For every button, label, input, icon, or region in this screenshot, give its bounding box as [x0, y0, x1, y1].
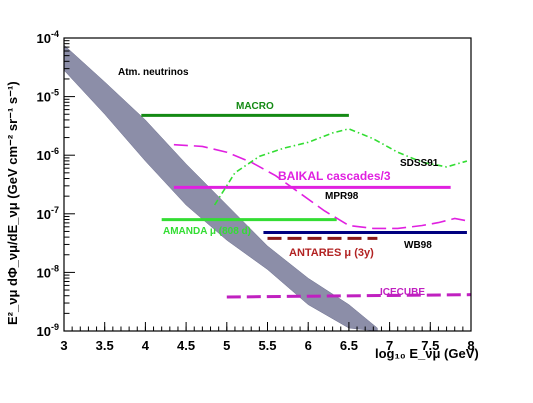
- x-tick-label: 5.5: [258, 338, 276, 353]
- x-tick-label: 3: [60, 338, 67, 353]
- y-tick-label: 10-4: [37, 29, 59, 46]
- x-tick-label: 5: [223, 338, 230, 353]
- series-mpr98: [173, 143, 468, 230]
- x-tick-label: 4.5: [177, 338, 195, 353]
- y-tick-label: 10-6: [37, 146, 59, 163]
- x-tick-label: 3.5: [96, 338, 114, 353]
- label-antares: ANTARES μ (3y): [289, 247, 374, 259]
- y-tick-label: 10-8: [37, 263, 59, 280]
- label-baikal: BAIKAL cascades/3: [278, 169, 391, 183]
- x-tick-label: 8: [467, 338, 474, 353]
- x-tick-label: 6: [305, 338, 312, 353]
- series-sdss91: [213, 127, 468, 206]
- y-tick-label: 10-5: [37, 88, 59, 105]
- y-tick-label: 10-7: [37, 205, 59, 222]
- x-tick-label: 6.5: [340, 338, 358, 353]
- label-mpr98: MPR98: [325, 191, 359, 202]
- label-atm-neutrinos: Atm. neutrinos: [118, 67, 189, 78]
- x-tick-label: 4: [142, 338, 150, 353]
- label-sdss91: SDSS91: [400, 158, 439, 169]
- x-tick-label: 7: [386, 338, 393, 353]
- series-layer: [141, 113, 472, 299]
- label-icecube: ICECUBE: [380, 287, 425, 298]
- label-macro: MACRO: [236, 101, 274, 112]
- x-axis-label: log₁₀ E_νμ (GeV): [375, 346, 479, 361]
- label-wb98: WB98: [404, 240, 432, 251]
- series-icecube: [226, 293, 472, 299]
- x-tick-label: 7.5: [421, 338, 439, 353]
- y-tick-label: 10-9: [37, 322, 59, 339]
- axes-layer: 3 3.5 4 4.5 5 5.5 6 6.5 7 7.5 8 10-9 10-8 10-7 10-6 10-…: [37, 29, 475, 353]
- y-axis-label: E²_νμ dΦ_νμ/dE_νμ (GeV cm⁻² sr⁻¹ s⁻¹): [5, 81, 20, 325]
- label-amanda: AMANDA μ (808 d): [163, 226, 251, 237]
